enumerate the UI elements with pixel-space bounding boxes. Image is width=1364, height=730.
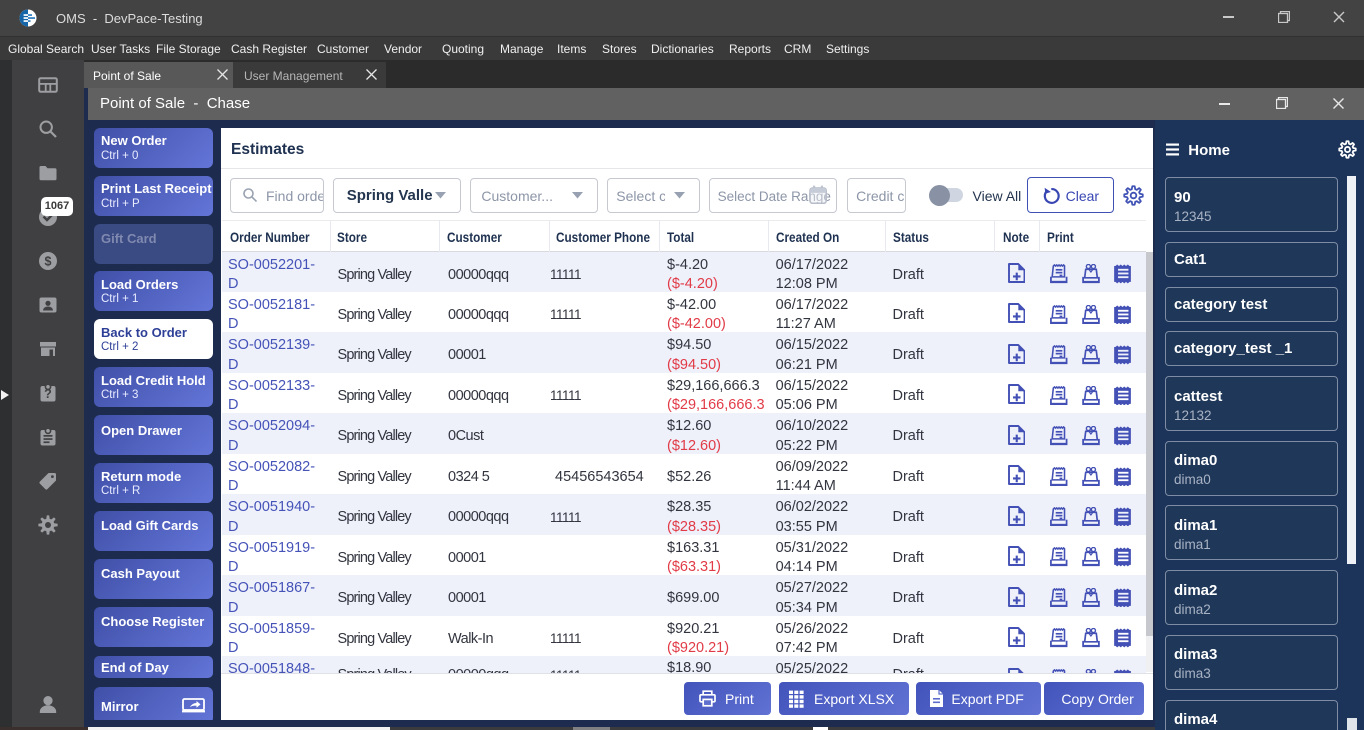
svg-text:?: ?	[44, 387, 52, 401]
svg-text:$: $	[45, 254, 52, 268]
